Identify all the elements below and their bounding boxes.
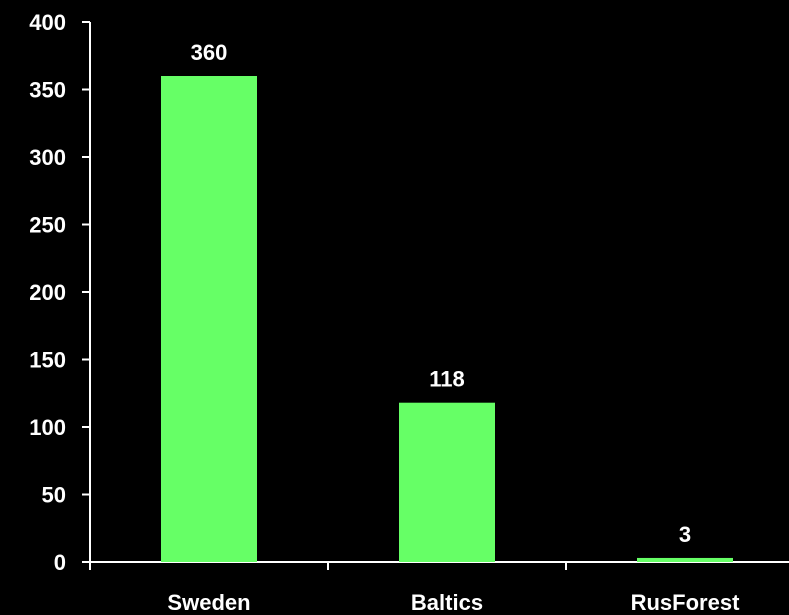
y-tick-label: 300	[29, 145, 66, 170]
data-label-sweden: 360	[191, 40, 228, 65]
y-tick-label: 0	[54, 550, 66, 575]
y-tick-label: 350	[29, 78, 66, 103]
bar-rusforest	[637, 557, 733, 562]
category-label-rusforest: RusForest	[631, 590, 740, 615]
data-labels: 360 118 3	[191, 40, 691, 547]
category-label-sweden: Sweden	[167, 590, 250, 615]
y-tick-label: 100	[29, 415, 66, 440]
bar-baltics	[399, 402, 495, 562]
y-tick-label: 200	[29, 280, 66, 305]
data-label-rusforest: 3	[679, 522, 691, 547]
y-tick-label: 50	[42, 483, 66, 508]
bars	[161, 76, 733, 562]
y-tick-label: 150	[29, 348, 66, 373]
y-axis: 0 50 100 150 200 250 300 350 400	[29, 10, 91, 575]
x-axis: Sweden Baltics RusForest	[89, 561, 789, 615]
category-label-baltics: Baltics	[411, 590, 483, 615]
y-tick-label: 400	[29, 10, 66, 35]
y-tick-label: 250	[29, 213, 66, 238]
data-label-baltics: 118	[429, 367, 465, 392]
bar-sweden	[161, 76, 257, 562]
